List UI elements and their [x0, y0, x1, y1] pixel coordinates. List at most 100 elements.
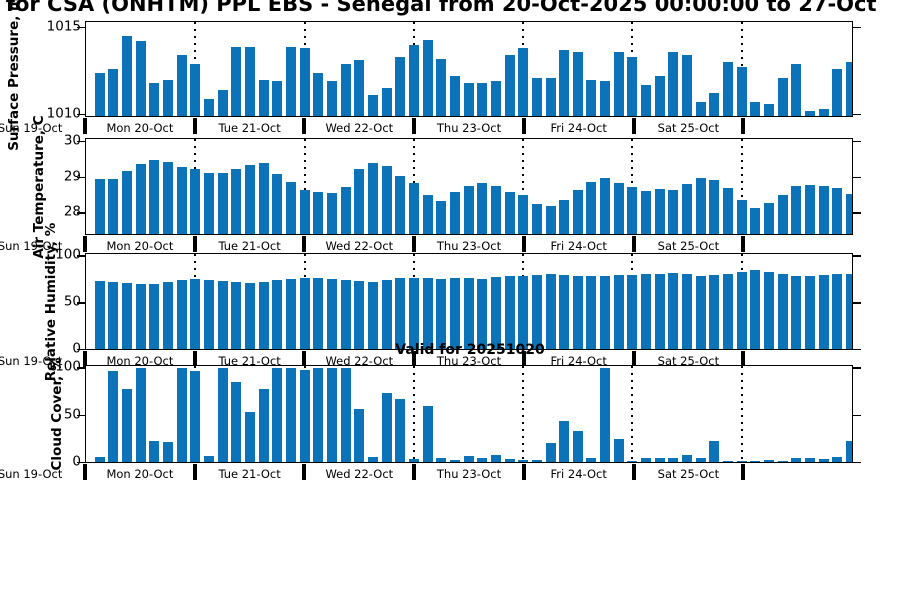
bar [299, 48, 310, 116]
bar [122, 388, 132, 462]
bar [135, 164, 146, 234]
bar [176, 280, 187, 349]
bar [750, 102, 761, 116]
y-tick-mark [853, 26, 861, 29]
day-label: Sun 19-Oct [0, 121, 63, 135]
bar [422, 405, 433, 462]
bar [764, 460, 774, 462]
bar [504, 55, 515, 116]
bar [190, 168, 201, 234]
y-tick-label: 100 [55, 247, 81, 264]
bar [613, 183, 624, 234]
bar [805, 458, 815, 462]
bar [559, 420, 570, 462]
bar [163, 162, 173, 234]
bar [122, 282, 132, 349]
day-tick-bold [83, 118, 87, 134]
bar [422, 278, 433, 349]
bar [805, 184, 815, 234]
bar [231, 46, 242, 116]
bar [490, 81, 501, 116]
bar [408, 44, 419, 116]
y-tick-label: 0 [72, 340, 81, 357]
bar [559, 49, 570, 116]
bar [627, 187, 638, 234]
bar [572, 51, 583, 116]
bar [545, 77, 556, 116]
bar [395, 278, 406, 349]
day-label: Fri 24-Oct [550, 354, 607, 368]
day-label: Tue 21-Oct [218, 467, 281, 481]
bar [613, 51, 624, 116]
bar [122, 36, 132, 116]
bar [477, 83, 488, 116]
bar [586, 276, 597, 349]
day-tick-bold [741, 118, 746, 134]
bar [176, 367, 187, 462]
bar [736, 461, 747, 462]
day-label: Sat 25-Oct [657, 239, 720, 253]
bar [504, 191, 515, 234]
day-label: Thu 23-Oct [436, 467, 502, 481]
bar [777, 77, 788, 116]
y-tick-label: 50 [63, 293, 81, 310]
bar [682, 273, 693, 349]
day-label: Thu 23-Oct [436, 354, 502, 368]
bar [846, 441, 852, 462]
bar [108, 69, 119, 116]
bar [709, 179, 720, 234]
bar [313, 72, 324, 116]
bar [627, 274, 638, 349]
day-tick-bold [521, 118, 526, 134]
bar [654, 188, 665, 234]
bar [163, 79, 173, 116]
y-tick-mark [77, 26, 85, 29]
figure-title: s for CSA (ONHTM) PPL EBS - Senegal from… [0, 0, 877, 16]
day-label: Mon 20-Oct [106, 239, 174, 253]
bar [723, 62, 734, 116]
y-tick-mark [853, 367, 861, 369]
bar [777, 461, 788, 462]
bar [764, 103, 774, 116]
bar [244, 164, 255, 234]
y-tick-mark [853, 302, 861, 304]
bar [641, 273, 652, 349]
bar [367, 457, 378, 462]
y-tick-label: 30 [63, 132, 81, 149]
bar [490, 277, 501, 349]
bar [572, 431, 583, 462]
bar [436, 58, 447, 116]
bar [326, 193, 337, 234]
day-tick-bold [302, 351, 307, 367]
bar [108, 178, 119, 234]
y-tick-label: 29 [63, 168, 81, 185]
bar [395, 56, 406, 116]
y-tick-mark [853, 461, 861, 463]
bar [791, 186, 802, 234]
bar [285, 367, 296, 462]
bar [490, 185, 501, 234]
bar [559, 200, 570, 234]
day-tick-bold [192, 236, 197, 252]
bar [149, 441, 160, 462]
bar [764, 202, 774, 234]
bar [764, 271, 774, 349]
y-tick-mark [77, 255, 85, 257]
day-gridline [631, 139, 634, 233]
bar [682, 455, 693, 462]
day-tick-bold [412, 351, 417, 367]
bar [381, 280, 392, 349]
bar [203, 98, 214, 116]
bar [436, 279, 447, 349]
y-tick-label: 0 [72, 453, 81, 470]
bar [641, 190, 652, 234]
day-label: Sun 19-Oct [0, 239, 63, 253]
bar [436, 458, 447, 462]
bar [422, 39, 433, 116]
bar [613, 438, 624, 462]
day-label: Fri 24-Oct [550, 121, 607, 135]
bar [408, 459, 419, 462]
day-tick-bold [412, 236, 417, 252]
bar [108, 282, 119, 349]
